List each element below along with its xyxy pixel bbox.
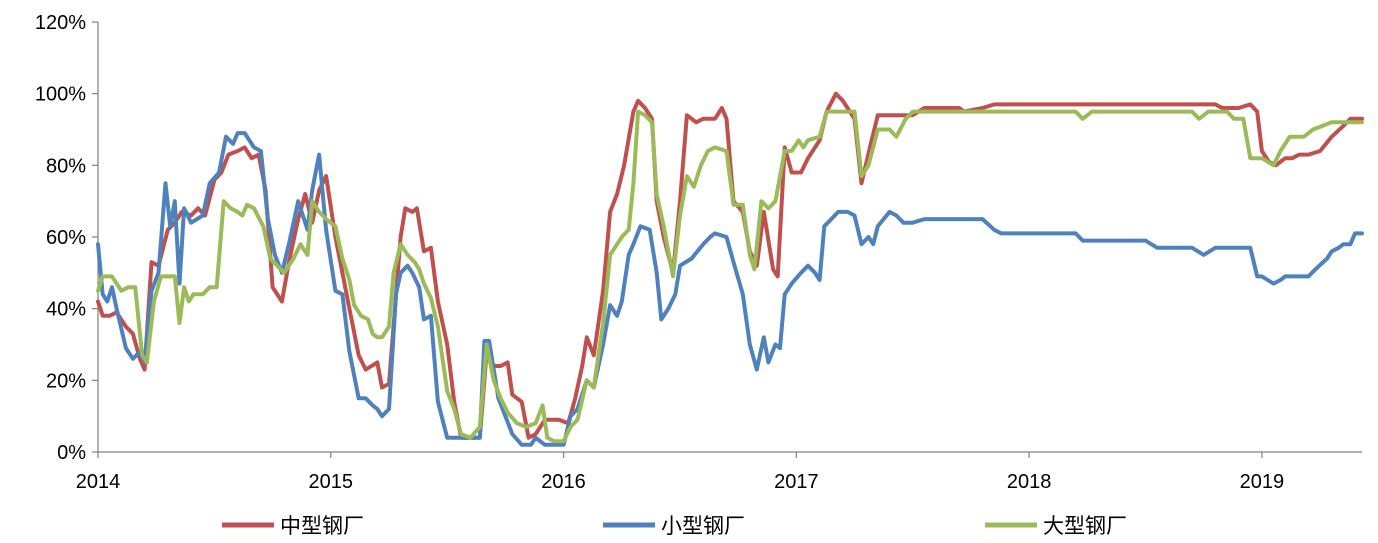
- legend-label: 中型钢厂: [280, 514, 364, 538]
- x-tick-label: 2015: [309, 471, 354, 493]
- x-tick-label: 2019: [1240, 471, 1285, 493]
- legend-label: 大型钢厂: [1043, 514, 1127, 538]
- y-tick-label: 20%: [46, 370, 86, 392]
- y-tick-label: 40%: [46, 299, 86, 321]
- x-tick-label: 2014: [76, 471, 121, 493]
- y-tick-label: 120%: [35, 12, 86, 34]
- y-tick-label: 100%: [35, 84, 86, 106]
- y-tick-label: 60%: [46, 227, 86, 249]
- x-tick-labels: 2014 2015 2016 2017 2018 2019: [76, 452, 1284, 493]
- y-tick-label: 80%: [46, 155, 86, 177]
- legend-label: 小型钢厂: [661, 514, 745, 538]
- series-lines: [98, 94, 1362, 445]
- x-tick-label: 2016: [541, 471, 586, 493]
- x-tick-label: 2017: [774, 471, 819, 493]
- x-tick-label: 2018: [1007, 471, 1052, 493]
- legend: 中型钢厂 小型钢厂 大型钢厂: [222, 514, 1127, 538]
- y-tick-labels: 0% 20% 40% 60% 80% 100% 120%: [35, 12, 98, 464]
- y-tick-label: 0%: [57, 442, 86, 464]
